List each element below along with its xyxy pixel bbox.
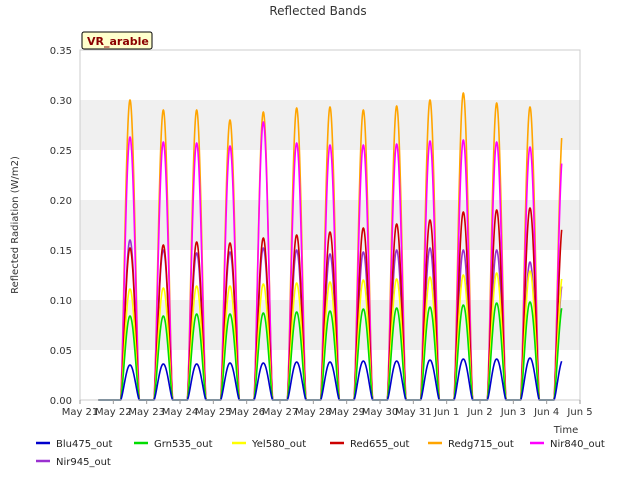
x-tick-label: Jun 4 [533, 407, 559, 418]
y-tick-label: 0.10 [50, 296, 72, 307]
site-badge-box [81, 31, 153, 50]
x-tick-label: May 27 [262, 407, 299, 418]
x-tick-label: May 24 [162, 407, 199, 418]
y-tick-label: 0.15 [50, 246, 72, 257]
x-tick-label: Jun 1 [433, 407, 459, 418]
legend-label: Grn535_out [154, 439, 213, 450]
y-tick-label: 0.25 [50, 146, 72, 157]
legend-label: Blu475_out [56, 439, 113, 450]
x-tick-label: May 22 [95, 407, 132, 418]
y-tick-label: 0.30 [50, 96, 72, 107]
x-tick-label: Jun 5 [566, 407, 592, 418]
y-axis-label: Reflected Radiation (W/m2) [10, 156, 21, 294]
grid-band [80, 200, 580, 250]
x-tick-label: Jun 2 [466, 407, 492, 418]
x-tick-label: May 28 [295, 407, 332, 418]
x-tick-label: May 31 [395, 407, 432, 418]
legend-label: Red655_out [350, 439, 410, 450]
site-badge: VR_arable [81, 31, 153, 50]
y-tick-label: 0.20 [50, 196, 72, 207]
legend-label: Redg715_out [448, 439, 514, 450]
x-tick-label: May 21 [62, 407, 99, 418]
x-tick-label: May 30 [362, 407, 399, 418]
x-axis-label: Time [553, 425, 578, 436]
x-tick-label: May 25 [195, 407, 232, 418]
legend-label: Yel580_out [251, 439, 306, 450]
x-tick-label: May 23 [128, 407, 165, 418]
grid-band [80, 300, 580, 350]
x-tick-label: Jun 3 [500, 407, 526, 418]
y-tick-label: 0.00 [50, 396, 72, 407]
axes [79, 49, 581, 401]
x-tick-label: May 29 [328, 407, 365, 418]
y-tick-label: 0.35 [50, 46, 72, 57]
legend-label: Nir840_out [550, 439, 605, 450]
legend-label: Nir945_out [56, 457, 111, 468]
plot-frame [79, 49, 581, 401]
chart-title: Reflected Bands [269, 4, 366, 18]
y-tick-label: 0.05 [50, 346, 72, 357]
y-tick-labels: 0.00 0.05 0.10 0.15 0.20 0.25 0.30 0.35 [50, 46, 72, 407]
site-badge-label: VR_arable [87, 35, 149, 48]
x-tick-label: May 26 [228, 407, 265, 418]
legend: Blu475_out Grn535_out Yel580_out Red655_out… [36, 439, 605, 468]
